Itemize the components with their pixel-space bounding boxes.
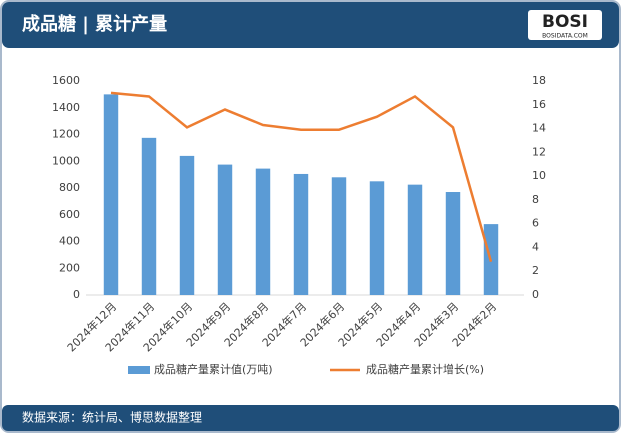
bar <box>255 168 271 295</box>
y2-tick-label: 4 <box>532 240 539 253</box>
y-tick-label: 1400 <box>52 101 80 114</box>
bar <box>407 184 423 295</box>
y-tick-label: 1200 <box>52 128 80 141</box>
y2-tick-label: 6 <box>532 217 539 230</box>
y2-tick-label: 14 <box>532 122 546 135</box>
legend-label: 成品糖产量累计增长(%) <box>366 362 484 376</box>
y-tick-label: 600 <box>59 208 80 221</box>
y-tick-label: 200 <box>59 261 80 274</box>
legend-swatch <box>128 366 150 374</box>
bar <box>179 155 195 295</box>
y-tick-label: 800 <box>59 181 80 194</box>
logo-box <box>528 10 602 40</box>
y2-tick-label: 16 <box>532 98 546 111</box>
legend-label: 成品糖产量累计值(万吨) <box>154 362 273 376</box>
header-bar <box>2 2 619 48</box>
y-tick-label: 0 <box>73 288 80 301</box>
bar <box>141 137 157 295</box>
y2-tick-label: 18 <box>532 74 546 87</box>
y2-tick-label: 8 <box>532 193 539 206</box>
logo-sub: BOSIDATA.COM <box>542 33 588 40</box>
title: 成品糖 | 累计产量 <box>22 13 167 35</box>
source: 数据来源：统计局、博思数据整理 <box>22 410 202 425</box>
y-tick-label: 1600 <box>52 74 80 87</box>
y-tick-label: 400 <box>59 235 80 248</box>
bar <box>217 164 233 295</box>
bar <box>293 173 309 295</box>
logo: BOSI <box>542 12 588 32</box>
y2-tick-label: 10 <box>532 169 546 182</box>
y2-tick-label: 12 <box>532 145 546 158</box>
footer-bar <box>2 405 619 431</box>
y-tick-label: 1000 <box>52 154 80 167</box>
line <box>110 91 493 263</box>
bar <box>369 181 385 295</box>
y2-tick-label: 0 <box>532 288 539 301</box>
bar <box>445 192 461 295</box>
bar <box>331 177 347 295</box>
y2-tick-label: 2 <box>532 264 539 277</box>
bar <box>103 94 119 295</box>
